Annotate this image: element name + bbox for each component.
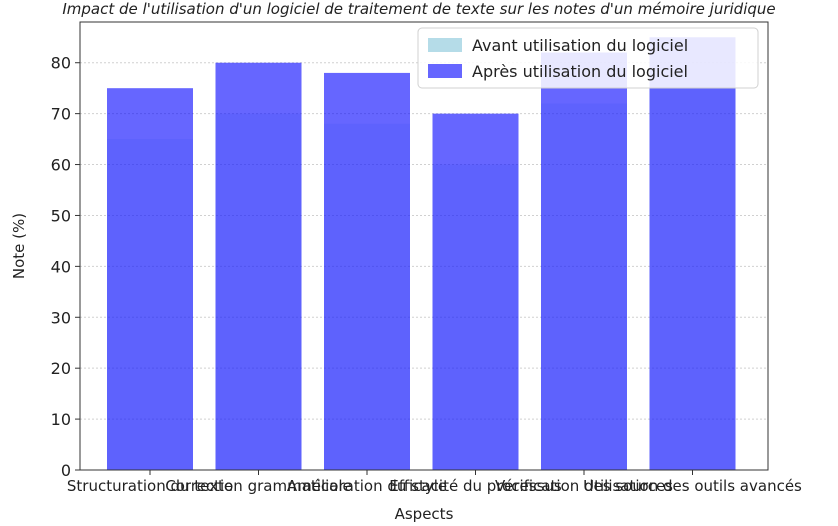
x-tick-label: Structuration du texte (67, 477, 233, 495)
y-axis-label: Note (%) (10, 213, 28, 279)
legend-label: Avant utilisation du logiciel (472, 36, 688, 55)
bar-apres (324, 72, 410, 470)
bar-apres (649, 37, 736, 470)
x-tick-label: Efficacité du processus (389, 477, 562, 495)
y-tick-label: 40 (51, 257, 71, 276)
plot-frame (79, 21, 769, 471)
bar-apres (541, 52, 627, 470)
y-tick-label: 0 (61, 461, 71, 480)
bar-apres (432, 113, 519, 471)
bar-apres (107, 88, 193, 470)
y-tick-label: 10 (51, 410, 71, 429)
x-tick-label: Utilisation des outils avancés (583, 477, 802, 495)
legend-swatch (428, 64, 462, 78)
y-tick-label: 60 (51, 156, 71, 175)
legend-label: Après utilisation du logiciel (472, 62, 688, 81)
legend: Avant utilisation du logiciel Après utili… (417, 27, 759, 89)
y-tick-label: 80 (51, 54, 71, 73)
y-tick-label: 50 (51, 206, 71, 225)
legend-swatch (428, 38, 462, 52)
y-tick-label: 30 (51, 308, 71, 327)
series-before (107, 88, 736, 471)
x-tick-label: Amélioration du style (287, 477, 447, 495)
legend-box (417, 27, 759, 89)
series-after (107, 37, 736, 471)
y-tick-label: 20 (51, 359, 71, 378)
y-axis-ticks: 0 10 20 30 40 50 60 70 80 (51, 54, 80, 480)
x-axis-label: Aspects (395, 505, 454, 523)
x-tick-label: Vérification des sources (495, 477, 673, 495)
bar-apres (215, 62, 302, 471)
y-tick-label: 70 (51, 105, 71, 124)
x-tick-label: Correction grammaticale (165, 477, 352, 495)
chart-title: Impact de l'utilisation d'un logiciel de… (62, 0, 775, 18)
